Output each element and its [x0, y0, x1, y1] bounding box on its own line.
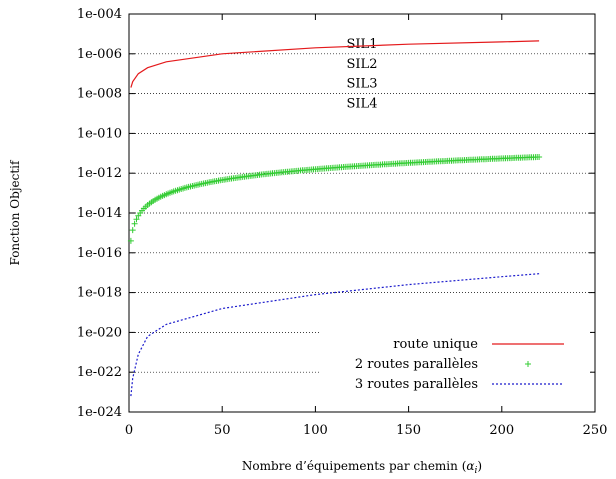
sil-label: SIL3 — [347, 77, 378, 92]
legend: route unique 2 routes parallèles 3 routes … — [320, 326, 590, 406]
y-tick-label: 1e-014 — [77, 206, 122, 221]
legend-label: 2 routes parallèles — [355, 357, 478, 372]
y-tick-label: 1e-006 — [77, 47, 122, 62]
series-2-routes-point — [536, 154, 543, 160]
y-tick-label: 1e-008 — [77, 87, 122, 102]
y-axis-label: Fonction Objectif — [8, 159, 22, 265]
sil-label: SIL4 — [347, 97, 378, 112]
series-2-routes-point — [131, 220, 138, 227]
x-tick-label: 250 — [583, 423, 608, 438]
series-group — [127, 40, 543, 397]
y-axis: 1e-024 1e-022 1e-020 1e-018 1e-016 1e-014 1e-0… — [77, 7, 595, 420]
x-axis-label-sub: i — [474, 466, 477, 476]
sil-label: SIL1 — [347, 37, 378, 52]
y-tick-label: 1e-004 — [77, 7, 122, 22]
x-axis-label-text: Nombre d’équipements par chemin ( — [242, 459, 466, 473]
series-route-unique-line — [130, 40, 540, 88]
y-tick-label: 1e-024 — [77, 405, 122, 420]
series-2-routes-point — [127, 237, 134, 244]
x-tick-label: 150 — [396, 423, 421, 438]
y-tick-label: 1e-022 — [77, 365, 122, 380]
legend-swatch-plus — [525, 361, 531, 367]
x-tick-label: 200 — [489, 423, 514, 438]
series-3-routes-line — [130, 273, 540, 397]
series-2-routes-point — [133, 216, 140, 223]
x-tick-label: 100 — [303, 423, 328, 438]
legend-box — [320, 326, 590, 406]
y-tick-label: 1e-020 — [77, 325, 122, 340]
y-tick-label: 1e-012 — [77, 166, 122, 181]
x-axis-label-close: ) — [477, 459, 482, 473]
series-2-routes-point — [129, 227, 136, 234]
sil-label: SIL2 — [347, 57, 378, 72]
y-tick-label: 1e-016 — [77, 246, 122, 261]
legend-label: 3 routes parallèles — [355, 377, 478, 392]
sil-labels: SIL1 SIL2 SIL3 SIL4 — [347, 37, 378, 112]
x-tick-label: 0 — [125, 423, 133, 438]
x-tick-label: 50 — [214, 423, 231, 438]
x-axis-label-alpha: α — [466, 459, 474, 473]
y-tick-label: 1e-010 — [77, 126, 122, 141]
y-tick-label: 1e-018 — [77, 286, 122, 301]
legend-label: route unique — [393, 337, 478, 352]
x-axis: 0 50 100 150 200 250 — [125, 14, 608, 438]
x-axis-label: Nombre d’équipements par chemin (αi) — [242, 459, 482, 476]
